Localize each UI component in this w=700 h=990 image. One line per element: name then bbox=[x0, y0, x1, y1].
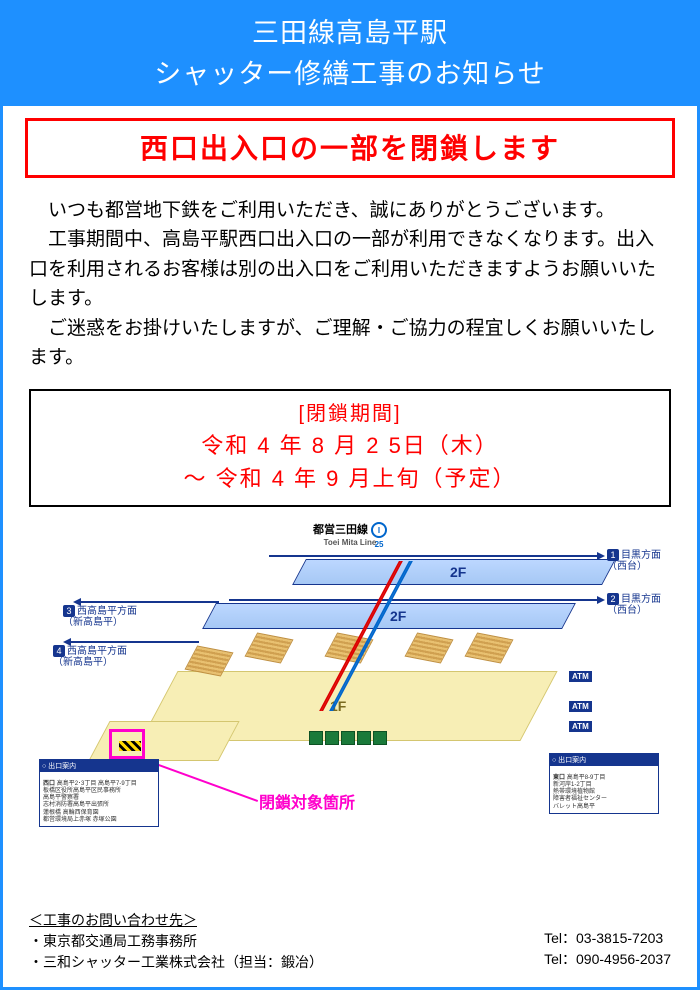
stairs-icon bbox=[404, 632, 453, 663]
body-text: いつも都営地下鉄をご利用いただき、誠にありがとうございます。 工事期間中、高島平… bbox=[29, 196, 671, 373]
exit-sign-west-body: 西口 高島平2･3丁目 高島平7-9丁目 板橋区役所高島平区民事務所 高島平警察… bbox=[39, 771, 159, 827]
contact-org-1: ・東京都交通局工務事務所 bbox=[29, 933, 197, 949]
wheelchair-icon bbox=[309, 731, 323, 745]
line-symbol-icon: I 25 bbox=[371, 522, 387, 538]
stairs-icon bbox=[244, 632, 293, 663]
diagram-title: 都営三田線 I 25 Toei Mita Line bbox=[29, 521, 671, 547]
dest-label-2: 2目黒方面 （西台） bbox=[607, 593, 661, 616]
restroom-icon bbox=[325, 731, 339, 745]
inquiry-heading: ＜工事のお問い合わせ先＞ bbox=[29, 912, 197, 928]
closure-period-box: [閉鎖期間] 令和 4 年 8 月 2 5日（木） ～ 令和 4 年 9 月上旬… bbox=[29, 389, 671, 507]
arrow-dest-4 bbox=[69, 641, 199, 643]
facility-pictograms bbox=[309, 731, 387, 745]
dest-label-4: 4西高島平方面 （新高島平） bbox=[53, 645, 127, 668]
period-line1: 令和 4 年 8 月 2 5日（木） bbox=[31, 429, 669, 462]
paragraph-2: 工事期間中、高島平駅西口出入口の一部が利用できなくなります。出入口を利用されるお… bbox=[29, 225, 671, 313]
notice-header: 三田線高島平駅 シャッター修繕工事のお知らせ bbox=[3, 3, 697, 106]
closure-marker-line bbox=[145, 759, 258, 802]
dest-label-1: 1目黒方面 （西台） bbox=[607, 549, 661, 572]
stairs-icon bbox=[464, 632, 513, 663]
phone-icon bbox=[373, 731, 387, 745]
arrow-dest-2 bbox=[229, 599, 599, 601]
alert-subheader: 西口出入口の一部を閉鎖します bbox=[25, 118, 675, 178]
platform-2f-upper: 2F bbox=[292, 559, 616, 585]
paragraph-3: ご迷惑をお掛けいたしますが、ご理解・ご協力の程宜しくお願いいたします。 bbox=[29, 314, 671, 373]
contact-tel-1: Tel：03-3815-7203 bbox=[544, 930, 663, 946]
period-label: [閉鎖期間] bbox=[31, 399, 669, 429]
closure-marker-label: 閉鎖対象箇所 bbox=[259, 789, 355, 813]
contact-tel-2: Tel：090-4956-2037 bbox=[544, 951, 671, 967]
footer-left: ＜工事のお問い合わせ先＞ ・東京都交通局工務事務所 ・三和シャッター工業株式会社… bbox=[29, 910, 323, 973]
arrow-dest-1 bbox=[269, 555, 599, 557]
paragraph-1: いつも都営地下鉄をご利用いただき、誠にありがとうございます。 bbox=[29, 196, 671, 225]
contact-org-2: ・三和シャッター工業株式会社（担当：鍛冶） bbox=[29, 954, 323, 970]
exit-sign-east-body: 東口 高島平8-9丁目 新河岸1-2丁目 熱帯環境植物館 障害者福祉センター バ… bbox=[549, 765, 659, 814]
coinlocker-icon bbox=[357, 731, 371, 745]
station-diagram: 都営三田線 I 25 Toei Mita Line 2F 1目黒方面 （西台） … bbox=[29, 521, 671, 831]
arrow-dest-3 bbox=[79, 601, 219, 603]
dest-label-3: 3西高島平方面 （新高島平） bbox=[63, 605, 137, 628]
header-line2: シャッター修繕工事のお知らせ bbox=[11, 54, 689, 95]
baby-icon bbox=[341, 731, 355, 745]
atm-label: ATM bbox=[569, 721, 592, 732]
atm-label: ATM bbox=[569, 671, 592, 682]
header-line1: 三田線高島平駅 bbox=[11, 13, 689, 54]
platform-2f-lower: 2F bbox=[202, 603, 576, 629]
footer: ＜工事のお問い合わせ先＞ ・東京都交通局工務事務所 ・三和シャッター工業株式会社… bbox=[29, 910, 671, 973]
closure-marker-box bbox=[109, 729, 145, 759]
atm-label: ATM bbox=[569, 701, 592, 712]
period-line2: ～ 令和 4 年 9 月上旬（予定） bbox=[31, 462, 669, 495]
footer-right: Tel：03-3815-7203 Tel：090-4956-2037 bbox=[544, 928, 671, 970]
